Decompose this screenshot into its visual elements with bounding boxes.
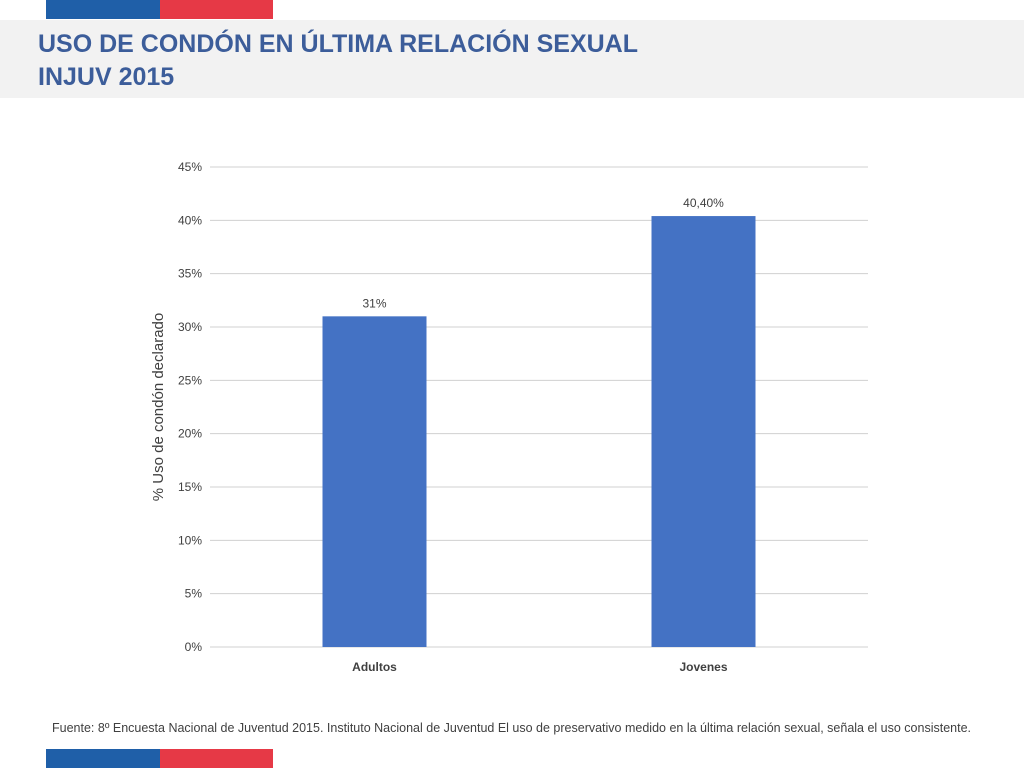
y-tick-label: 0% [185,640,203,654]
source-note: Fuente: 8º Encuesta Nacional de Juventud… [52,721,972,735]
flag-red-segment [159,0,273,19]
y-tick-label: 30% [178,320,202,334]
flag-bar-top [46,0,273,19]
flag-blue-segment [46,749,160,768]
y-axis-label: % Uso de condón declarado [150,313,167,501]
slide-title-line2: INJUV 2015 [38,63,175,91]
flag-bar-bottom [46,749,273,768]
slide-title-line1: USO DE CONDÓN EN ÚLTIMA RELACIÓN SEXUAL [38,30,639,58]
bar-adultos [322,316,427,647]
y-tick-label: 15% [178,480,202,494]
y-tick-label: 10% [178,533,202,547]
bar-jovenes [651,216,756,648]
y-tick-label: 5% [185,587,203,601]
slide-title: USO DE CONDÓN EN ÚLTIMA RELACIÓN SEXUAL … [38,28,638,94]
data-label: 40,40% [683,196,724,210]
y-tick-label: 35% [178,267,202,281]
y-tick-label: 40% [178,213,202,227]
flag-red-segment [159,749,273,768]
y-tick-label: 20% [178,427,202,441]
y-tick-label: 45% [178,160,202,174]
x-tick-label: Adultos [352,660,397,674]
y-tick-label: 25% [178,373,202,387]
data-label: 31% [362,296,386,310]
x-tick-label: Jovenes [679,660,727,674]
flag-blue-segment [46,0,160,19]
header-band [0,20,1024,98]
